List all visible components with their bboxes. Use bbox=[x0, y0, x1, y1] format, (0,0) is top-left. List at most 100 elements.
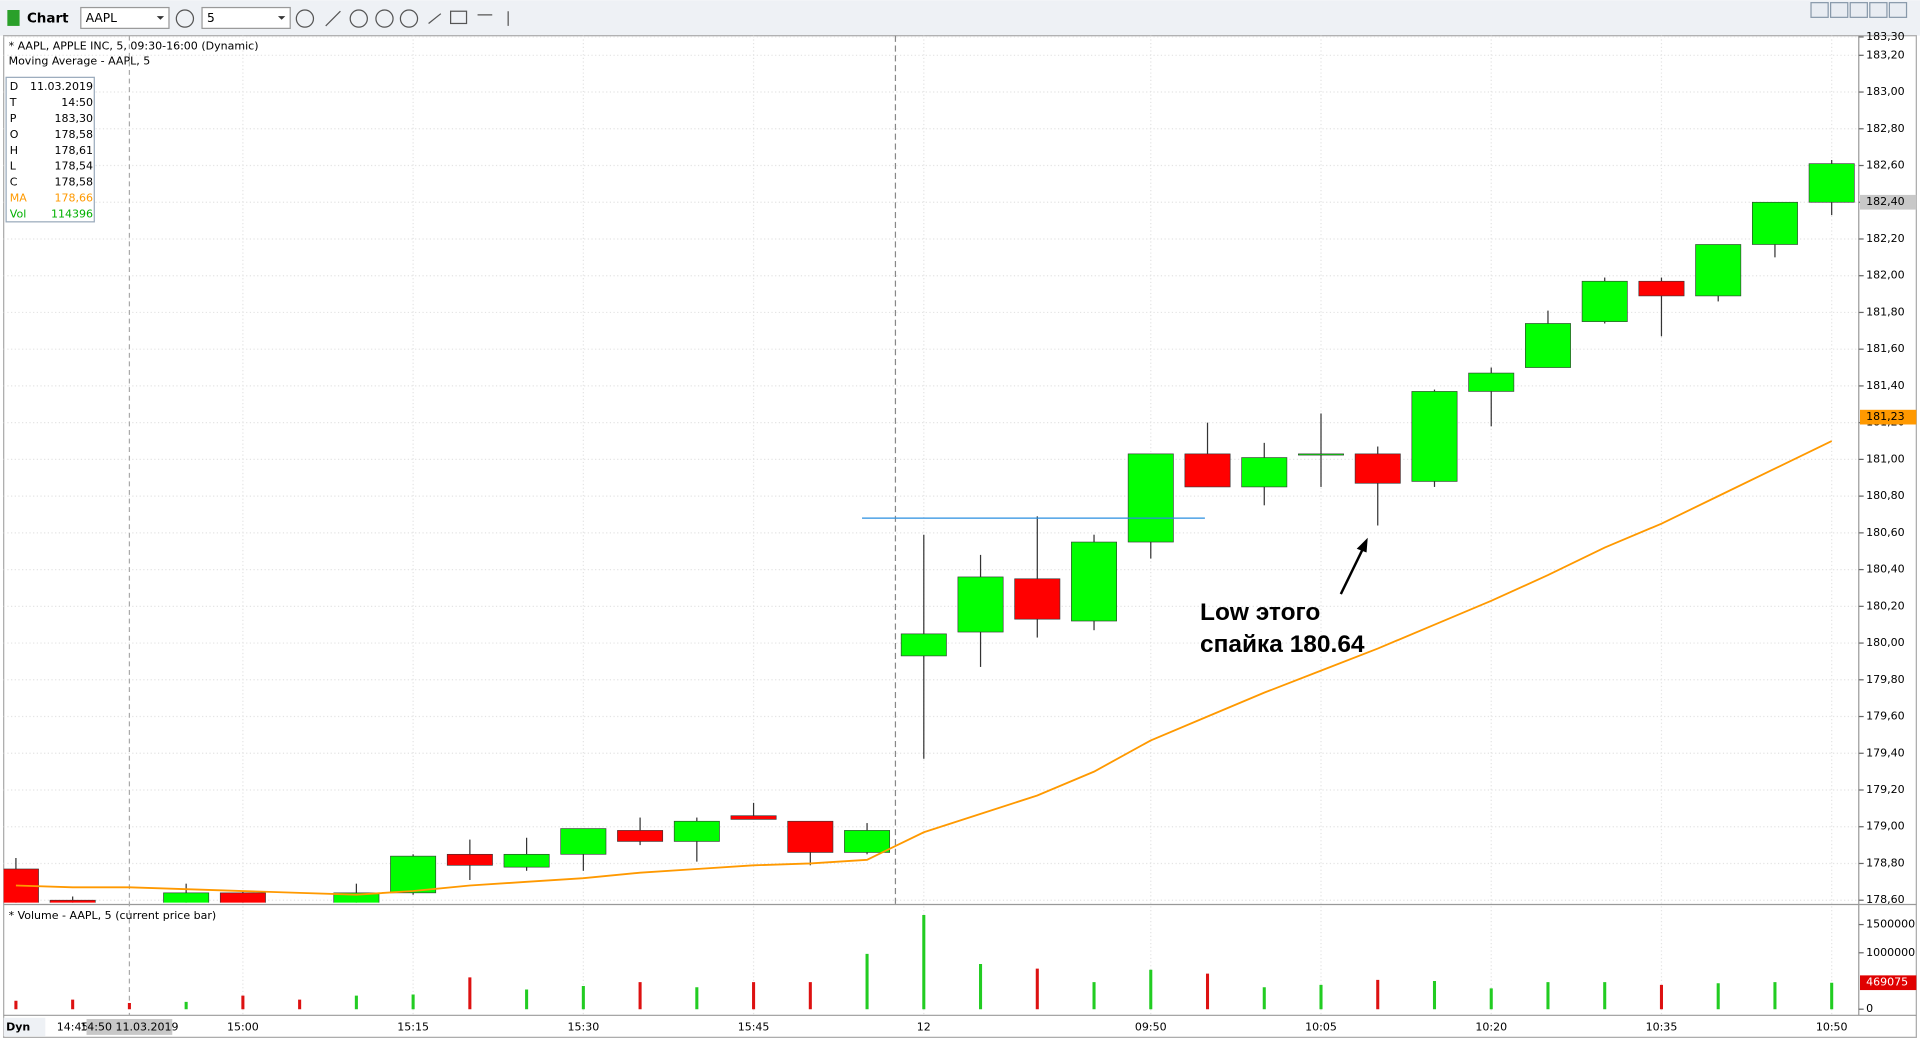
x-tick-label: 15:30 bbox=[567, 1021, 599, 1034]
pencil-icon[interactable] bbox=[325, 10, 341, 27]
chart-frame bbox=[3, 35, 1917, 1038]
y-tick-label: 180,60 bbox=[1866, 526, 1905, 539]
price-marker bbox=[1860, 194, 1917, 210]
candle-body bbox=[333, 892, 380, 903]
y-tick-label: 179,40 bbox=[1866, 746, 1905, 759]
y-tick-label: 179,00 bbox=[1866, 820, 1905, 833]
y-tick-label: 182,20 bbox=[1866, 232, 1905, 245]
candle-body bbox=[1581, 280, 1628, 322]
candle-body bbox=[1127, 453, 1174, 543]
button[interactable] bbox=[1869, 2, 1888, 18]
price-marker bbox=[1860, 409, 1917, 425]
volume-panel bbox=[14, 914, 1834, 1010]
candle-body bbox=[503, 853, 550, 868]
price-marker-label: 182,40 bbox=[1866, 195, 1905, 208]
social-icon[interactable] bbox=[477, 11, 509, 26]
y-tick-label: 178,80 bbox=[1866, 856, 1905, 869]
tool-icon[interactable] bbox=[349, 9, 368, 28]
annotation-arrow bbox=[1339, 545, 1366, 595]
candle-body bbox=[1014, 578, 1061, 620]
grid bbox=[3, 35, 1859, 1016]
info-value: 183,30 bbox=[55, 112, 94, 125]
tool-icon[interactable] bbox=[399, 9, 419, 28]
candle-body bbox=[787, 820, 834, 853]
comment-icon[interactable] bbox=[450, 10, 468, 25]
candle-body bbox=[957, 576, 1004, 633]
y-tick-label: 180,80 bbox=[1866, 489, 1905, 502]
volume-tick-label: 1000000 bbox=[1866, 946, 1915, 959]
x-tick-label: 15:45 bbox=[738, 1021, 770, 1034]
candle-body bbox=[1638, 280, 1685, 297]
app-icon bbox=[7, 10, 20, 26]
toolbar bbox=[0, 0, 1920, 36]
info-key: C bbox=[10, 176, 18, 189]
candle-body bbox=[1241, 457, 1288, 488]
mode-box[interactable] bbox=[3, 1017, 46, 1037]
x-tick-label: 10:50 bbox=[1816, 1021, 1848, 1034]
button[interactable] bbox=[1830, 2, 1849, 18]
clock-icon[interactable] bbox=[295, 9, 315, 28]
tool-icon[interactable] bbox=[375, 9, 394, 28]
ma-legend: Moving Average - AAPL, 5 bbox=[9, 54, 151, 67]
info-value: 11.03.2019 bbox=[30, 80, 93, 93]
y-tick-label: 181,80 bbox=[1866, 305, 1905, 318]
y-tick-label: 180,40 bbox=[1866, 563, 1905, 576]
x-tick-label: 14:45 bbox=[57, 1021, 89, 1034]
volume-tick-label: 1500000 bbox=[1866, 918, 1915, 931]
interval-box[interactable] bbox=[201, 6, 291, 29]
dropdown-arrow bbox=[156, 16, 165, 20]
x-tick-label: 09:50 bbox=[1135, 1021, 1167, 1034]
y-tick-label: 180,00 bbox=[1866, 636, 1905, 649]
candle-body bbox=[390, 855, 437, 894]
candle-body bbox=[3, 868, 39, 903]
info-key: Vol bbox=[10, 207, 26, 220]
y-tick-label: 182,00 bbox=[1866, 269, 1905, 282]
candle-body bbox=[673, 820, 720, 842]
candle-body bbox=[1525, 323, 1571, 368]
cursor-label-box bbox=[86, 1018, 173, 1035]
volume-tick-label: 0 bbox=[1866, 1002, 1873, 1015]
candle-body bbox=[730, 815, 777, 820]
toolbar-title: Chart bbox=[27, 12, 69, 27]
annotation: спайка 180.64 bbox=[1200, 631, 1365, 658]
help-button[interactable] bbox=[1810, 2, 1829, 18]
dropdown-arrow bbox=[277, 16, 286, 20]
y-tick-label: 181,60 bbox=[1866, 342, 1905, 355]
info-key: H bbox=[10, 144, 18, 157]
symbol-box[interactable] bbox=[80, 6, 170, 29]
info-key: T bbox=[9, 96, 17, 109]
info-key: P bbox=[10, 112, 17, 125]
y-tick-label: 182,60 bbox=[1866, 159, 1905, 172]
candle-body bbox=[446, 853, 493, 866]
x-tick-label: 12 bbox=[917, 1021, 931, 1034]
candle-body bbox=[1354, 453, 1401, 484]
symbol: AAPL bbox=[86, 11, 117, 25]
x-tick-label: 15:00 bbox=[227, 1021, 259, 1034]
info-value: 14:50 bbox=[61, 96, 93, 109]
price-panel bbox=[3, 160, 1855, 923]
y-tick-label: 183,00 bbox=[1866, 85, 1905, 98]
y-tick-label: 183,20 bbox=[1866, 48, 1905, 61]
y-tick-label: 179,20 bbox=[1866, 783, 1905, 796]
candle-body bbox=[1184, 453, 1231, 488]
close-button[interactable] bbox=[1888, 2, 1908, 18]
tool-icon[interactable] bbox=[428, 13, 442, 24]
candle-body bbox=[277, 919, 322, 923]
x-tick-label: 15:15 bbox=[397, 1021, 429, 1034]
info-rows: D 11.03.2019 T 14:50 P 183,30 O 178,58 H 178,61 L 1… bbox=[9, 80, 93, 220]
mode: Dyn bbox=[6, 1021, 30, 1034]
candle-body bbox=[617, 830, 664, 842]
candle-body bbox=[49, 899, 96, 903]
candle-body bbox=[163, 892, 210, 903]
button[interactable] bbox=[1849, 2, 1868, 18]
settings-icon[interactable] bbox=[175, 9, 195, 28]
y-tick-label: 179,60 bbox=[1866, 710, 1905, 723]
volume-title: * Volume - AAPL, 5 (current price bar) bbox=[9, 909, 217, 922]
y-tick-label: 179,80 bbox=[1866, 673, 1905, 686]
price-marker-label: 181,23 bbox=[1866, 410, 1905, 423]
y-tick-label: 183,30 bbox=[1866, 30, 1905, 43]
y-tick-label: 181,00 bbox=[1866, 452, 1905, 465]
candle-body bbox=[844, 830, 891, 853]
info-key: D bbox=[10, 80, 18, 93]
